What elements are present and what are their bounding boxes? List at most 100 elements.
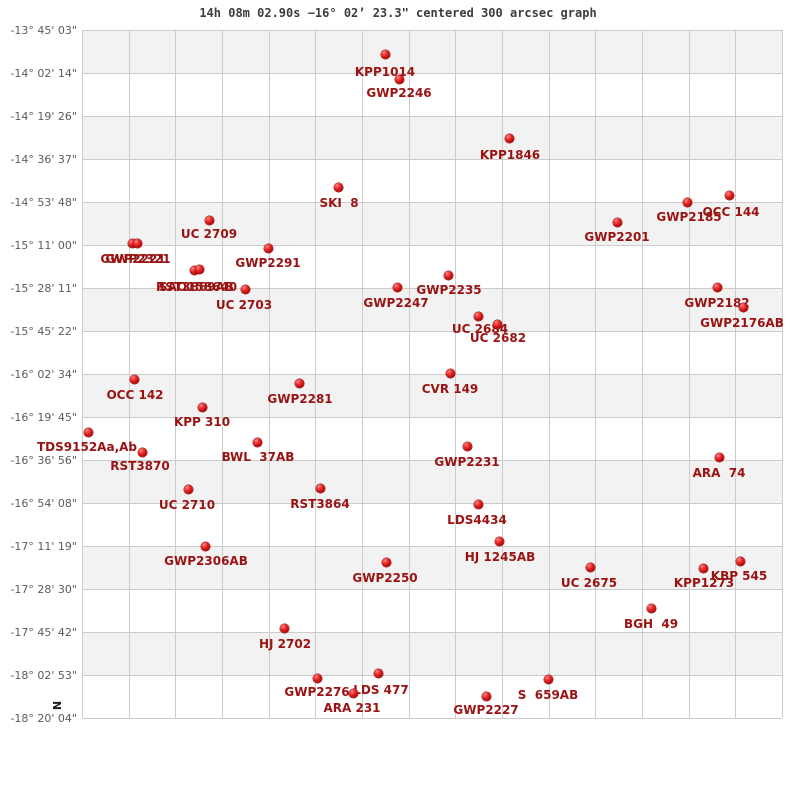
- star-point[interactable]: [392, 282, 402, 292]
- star-point[interactable]: [129, 374, 139, 384]
- h-gridline: [82, 503, 782, 504]
- star-point[interactable]: [504, 133, 514, 143]
- y-tick-label: -16° 02' 34": [10, 368, 77, 381]
- star-label: GWP2250: [352, 571, 418, 585]
- v-gridline: [268, 30, 270, 718]
- star-label: GWP2201: [584, 230, 650, 244]
- star-point[interactable]: [197, 402, 207, 412]
- star-point[interactable]: [682, 197, 692, 207]
- h-gridline: [82, 159, 782, 160]
- star-point[interactable]: [394, 74, 404, 84]
- star-point[interactable]: [348, 688, 358, 698]
- star-point[interactable]: [445, 368, 455, 378]
- h-gridline: [82, 245, 782, 246]
- star-point[interactable]: [698, 563, 708, 573]
- star-label: LDS 477: [353, 683, 409, 697]
- row-band: [82, 632, 782, 675]
- star-label: LDS4434: [447, 513, 507, 527]
- star-point[interactable]: [132, 238, 142, 248]
- y-tick-label: -14° 53' 48": [10, 196, 77, 209]
- star-label: GWP2246: [366, 86, 432, 100]
- h-gridline: [82, 202, 782, 203]
- plot-area[interactable]: KPP1014 GWP2246 KPP1846 SKI 8 OCC 144 GWP2185…: [37, 30, 784, 719]
- star-label: UC 2703: [215, 298, 273, 312]
- h-gridline: [82, 675, 782, 676]
- star-label: GWP2235: [416, 283, 482, 297]
- star-point[interactable]: [585, 562, 595, 572]
- star-label: GWP2321: [105, 252, 171, 266]
- h-gridline: [82, 331, 782, 332]
- star-point[interactable]: [714, 452, 724, 462]
- star-point[interactable]: [481, 691, 491, 701]
- star-point[interactable]: [127, 238, 137, 248]
- y-tick-label: -17° 28' 30": [10, 583, 77, 596]
- star-point[interactable]: [646, 603, 656, 613]
- star-point[interactable]: [473, 311, 483, 321]
- row-band: [82, 202, 782, 245]
- star-point[interactable]: [315, 483, 325, 493]
- row-band: [82, 159, 782, 202]
- star-point[interactable]: [738, 302, 748, 312]
- star-point[interactable]: [183, 484, 193, 494]
- v-gridline: [315, 30, 317, 718]
- v-gridline: [735, 30, 737, 718]
- star-point[interactable]: [263, 243, 273, 253]
- star-label: GWP2176AB: [700, 316, 784, 330]
- row-band: [82, 116, 782, 159]
- star-point[interactable]: [381, 557, 391, 567]
- star-label: RST3864: [290, 497, 350, 511]
- star-point[interactable]: [473, 499, 483, 509]
- star-point[interactable]: [735, 556, 745, 566]
- star-label: GWP2227: [453, 703, 519, 717]
- star-label: UC 2710: [158, 498, 216, 512]
- row-band: [82, 460, 782, 503]
- star-point[interactable]: [240, 284, 250, 294]
- star-point[interactable]: [279, 623, 289, 633]
- star-point[interactable]: [612, 217, 622, 227]
- v-gridline: [408, 30, 410, 718]
- star-point[interactable]: [380, 49, 390, 59]
- h-gridline: [82, 288, 782, 289]
- v-gridline: [782, 30, 783, 718]
- row-band: [82, 675, 782, 718]
- star-label: S 659AB: [517, 688, 579, 702]
- star-point[interactable]: [252, 437, 262, 447]
- star-point[interactable]: [333, 182, 343, 192]
- star-label: GWP2291: [235, 256, 301, 270]
- row-band: [82, 417, 782, 460]
- row-band: [82, 331, 782, 374]
- star-label: BWL 37AB: [221, 450, 295, 464]
- star-label: HJ 1245AB: [464, 550, 536, 564]
- star-point[interactable]: [462, 441, 472, 451]
- star-point[interactable]: [194, 264, 204, 274]
- star-label: GWP2281: [267, 392, 333, 406]
- v-gridline: [362, 30, 363, 718]
- y-tick-label: -13° 45' 03": [10, 24, 77, 37]
- v-gridline: [175, 30, 177, 718]
- star-point[interactable]: [312, 673, 322, 683]
- star-point[interactable]: [724, 190, 734, 200]
- star-point[interactable]: [189, 265, 199, 275]
- star-label: ARA 231: [323, 701, 381, 715]
- y-tick-label: -15° 45' 22": [10, 325, 77, 338]
- star-point[interactable]: [373, 668, 383, 678]
- star-label: GWP2247: [363, 296, 429, 310]
- star-point[interactable]: [200, 541, 210, 551]
- star-point[interactable]: [83, 427, 93, 437]
- star-point[interactable]: [492, 319, 502, 329]
- y-tick-label: -14° 36' 37": [10, 153, 77, 166]
- h-gridline: [82, 30, 782, 31]
- star-point[interactable]: [137, 447, 147, 457]
- star-point[interactable]: [543, 674, 553, 684]
- star-label: KPP1273: [673, 576, 735, 590]
- star-label: SKI 8: [319, 196, 359, 210]
- y-tick-label: -16° 19' 45": [10, 411, 77, 424]
- star-point[interactable]: [204, 215, 214, 225]
- star-label: SAO158640: [158, 280, 238, 294]
- star-point[interactable]: [712, 282, 722, 292]
- star-point[interactable]: [494, 536, 504, 546]
- star-point[interactable]: [294, 378, 304, 388]
- star-label: KBP 545: [710, 569, 768, 583]
- star-point[interactable]: [443, 270, 453, 280]
- y-tick-label: -16° 36' 56": [10, 454, 77, 467]
